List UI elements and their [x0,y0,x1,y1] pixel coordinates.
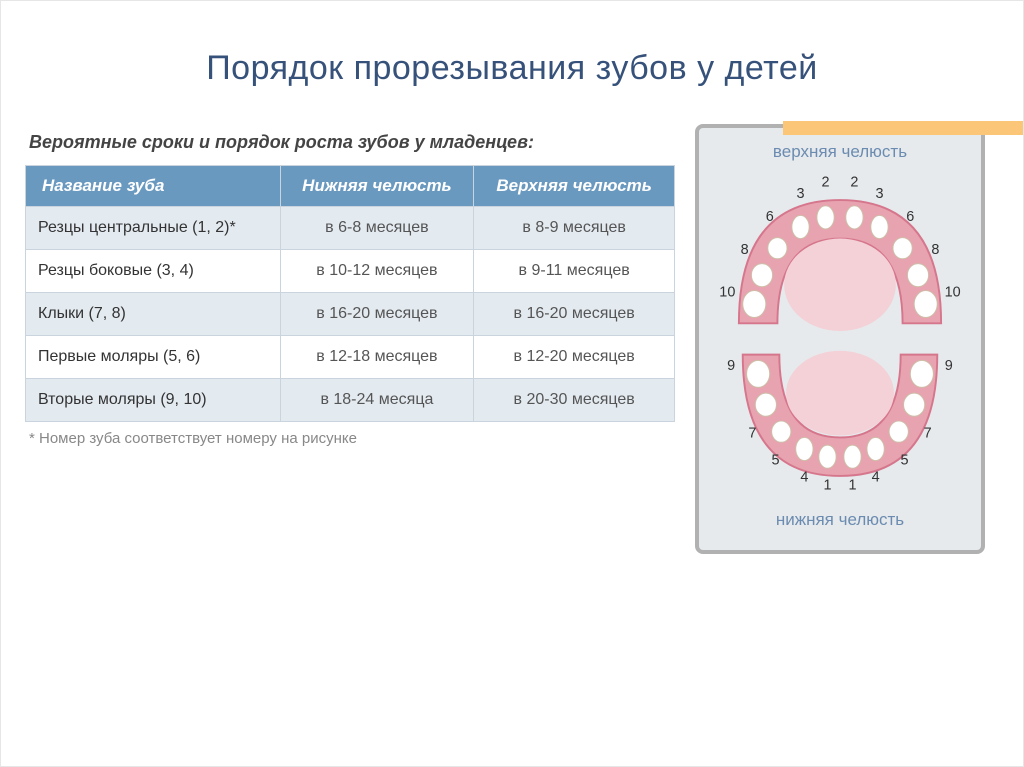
tooth-number: 6 [906,209,914,225]
diagram-panel: верхняя челюсть 10 8 6 3 2 2 3 6 8 10 [695,124,985,554]
tooth-number: 9 [945,358,953,374]
table-row: Первые моляры (5, 6)в 12-18 месяцевв 12-… [26,336,675,379]
tooth-number: 10 [945,284,961,300]
table-panel: Вероятные сроки и порядок роста зубов у … [25,124,675,455]
table-row: Резцы боковые (3, 4)в 10-12 месяцевв 9-1… [26,250,675,293]
tooth-number: 9 [727,358,735,374]
accent-bar [783,121,1023,135]
table-row: Клыки (7, 8)в 16-20 месяцевв 16-20 месяц… [26,293,675,336]
table-subtitle: Вероятные сроки и порядок роста зубов у … [25,124,675,165]
content: Вероятные сроки и порядок роста зубов у … [1,88,1023,554]
tooth-number: 6 [766,209,774,225]
tooth-number: 3 [875,186,883,202]
tooth-number: 1 [849,477,857,493]
tooth-number: 3 [797,186,805,202]
tooth-number: 2 [822,175,830,191]
tooth-number: 5 [901,452,909,468]
lower-jaw-label: нижняя челюсть [709,510,971,530]
page-title: Порядок прорезывания зубов у детей [1,1,1023,88]
tooth-number: 4 [872,470,880,486]
table-row: Резцы центральные (1, 2)*в 6-8 месяцевв … [26,207,675,250]
tooth-number: 5 [771,452,779,468]
tooth-number: 8 [931,242,939,258]
tooth-number: 4 [800,470,808,486]
col-lower: Нижняя челюсть [280,166,474,207]
tooth-number: 1 [823,477,831,493]
col-upper: Верхняя челюсть [474,166,675,207]
lower-jaw-diagram: 9754114579 [710,338,970,508]
upper-jaw-diagram: 10 8 6 3 2 2 3 6 8 10 [710,168,970,338]
tooth-number: 7 [924,425,932,441]
tooth-number: 8 [741,242,749,258]
tooth-number: 2 [850,175,858,191]
tooth-number: 10 [719,284,735,300]
table-row: Вторые моляры (9, 10)в 18-24 месяцав 20-… [26,379,675,422]
teeth-table: Название зуба Нижняя челюсть Верхняя чел… [25,165,675,422]
tooth-number: 7 [748,425,756,441]
table-footnote: * Номер зуба соответствует номеру на рис… [25,422,675,455]
upper-jaw-label: верхняя челюсть [709,142,971,162]
col-name: Название зуба [26,166,281,207]
